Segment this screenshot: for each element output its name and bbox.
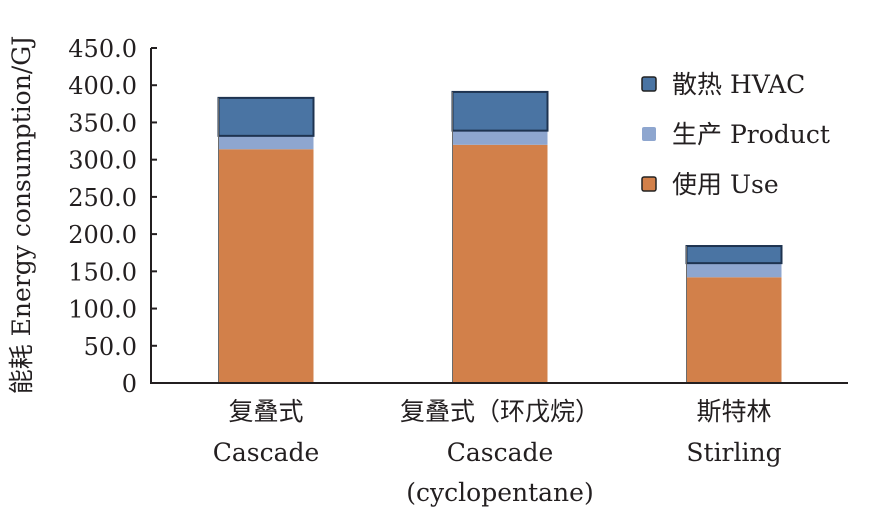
x-category-label-zh: 复叠式 <box>228 397 303 426</box>
legend: 散热 HVAC 生产 Product 使用 Use <box>641 70 830 199</box>
axes-group: 0 50.0 100.0 150.0 200.0 250.0 300.0 350.0 400.0… <box>68 35 848 398</box>
bar-segment-product <box>686 263 782 278</box>
legend-label: 使用 Use <box>672 170 779 199</box>
bar-segment-hvac <box>685 245 783 265</box>
y-tick-label: 450.0 <box>68 35 137 63</box>
legend-label: 生产 Product <box>672 120 830 149</box>
legend-swatch <box>641 76 657 92</box>
legend-swatch <box>642 127 656 141</box>
y-tick-label: 150.0 <box>68 258 137 286</box>
bar-segment-use <box>218 149 314 383</box>
bars-group <box>217 90 783 383</box>
y-tick-label: 400.0 <box>68 72 137 100</box>
y-tick-label: 350.0 <box>68 109 137 137</box>
bar-segment-use <box>452 144 548 383</box>
bar-segment-product <box>218 135 314 150</box>
y-tick-label: 200.0 <box>68 221 137 249</box>
x-category-label-zh: 复叠式（环戊烷） <box>400 397 600 426</box>
y-tick-label: 100.0 <box>68 296 137 324</box>
bar-segment-hvac <box>451 90 549 132</box>
bar-segment-use <box>686 277 782 383</box>
legend-swatch <box>641 176 657 192</box>
y-tick-label: 300.0 <box>68 147 137 175</box>
bar-segment-product <box>452 130 548 145</box>
y-tick-label: 0 <box>122 370 137 398</box>
y-tick-label: 50.0 <box>84 333 137 361</box>
y-axis-label: 能耗 Energy consumption/GJ <box>7 36 36 395</box>
x-category-label-en: Cascade <box>213 438 320 467</box>
bar-segment-hvac <box>217 96 315 137</box>
x-category-label-en: (cyclopentane) <box>406 478 593 507</box>
x-category-label-en: Cascade <box>447 438 554 467</box>
x-category-label-en: Stirling <box>686 438 781 467</box>
y-tick-label: 250.0 <box>68 184 137 212</box>
x-category-labels: 复叠式 Cascade 复叠式（环戊烷） Cascade (cyclopentane) 斯… <box>213 397 782 507</box>
x-category-label-zh: 斯特林 <box>696 397 771 426</box>
y-ticks: 0 50.0 100.0 150.0 200.0 250.0 300.0 350.0 400.0… <box>68 35 157 398</box>
legend-label: 散热 HVAC <box>672 70 805 99</box>
